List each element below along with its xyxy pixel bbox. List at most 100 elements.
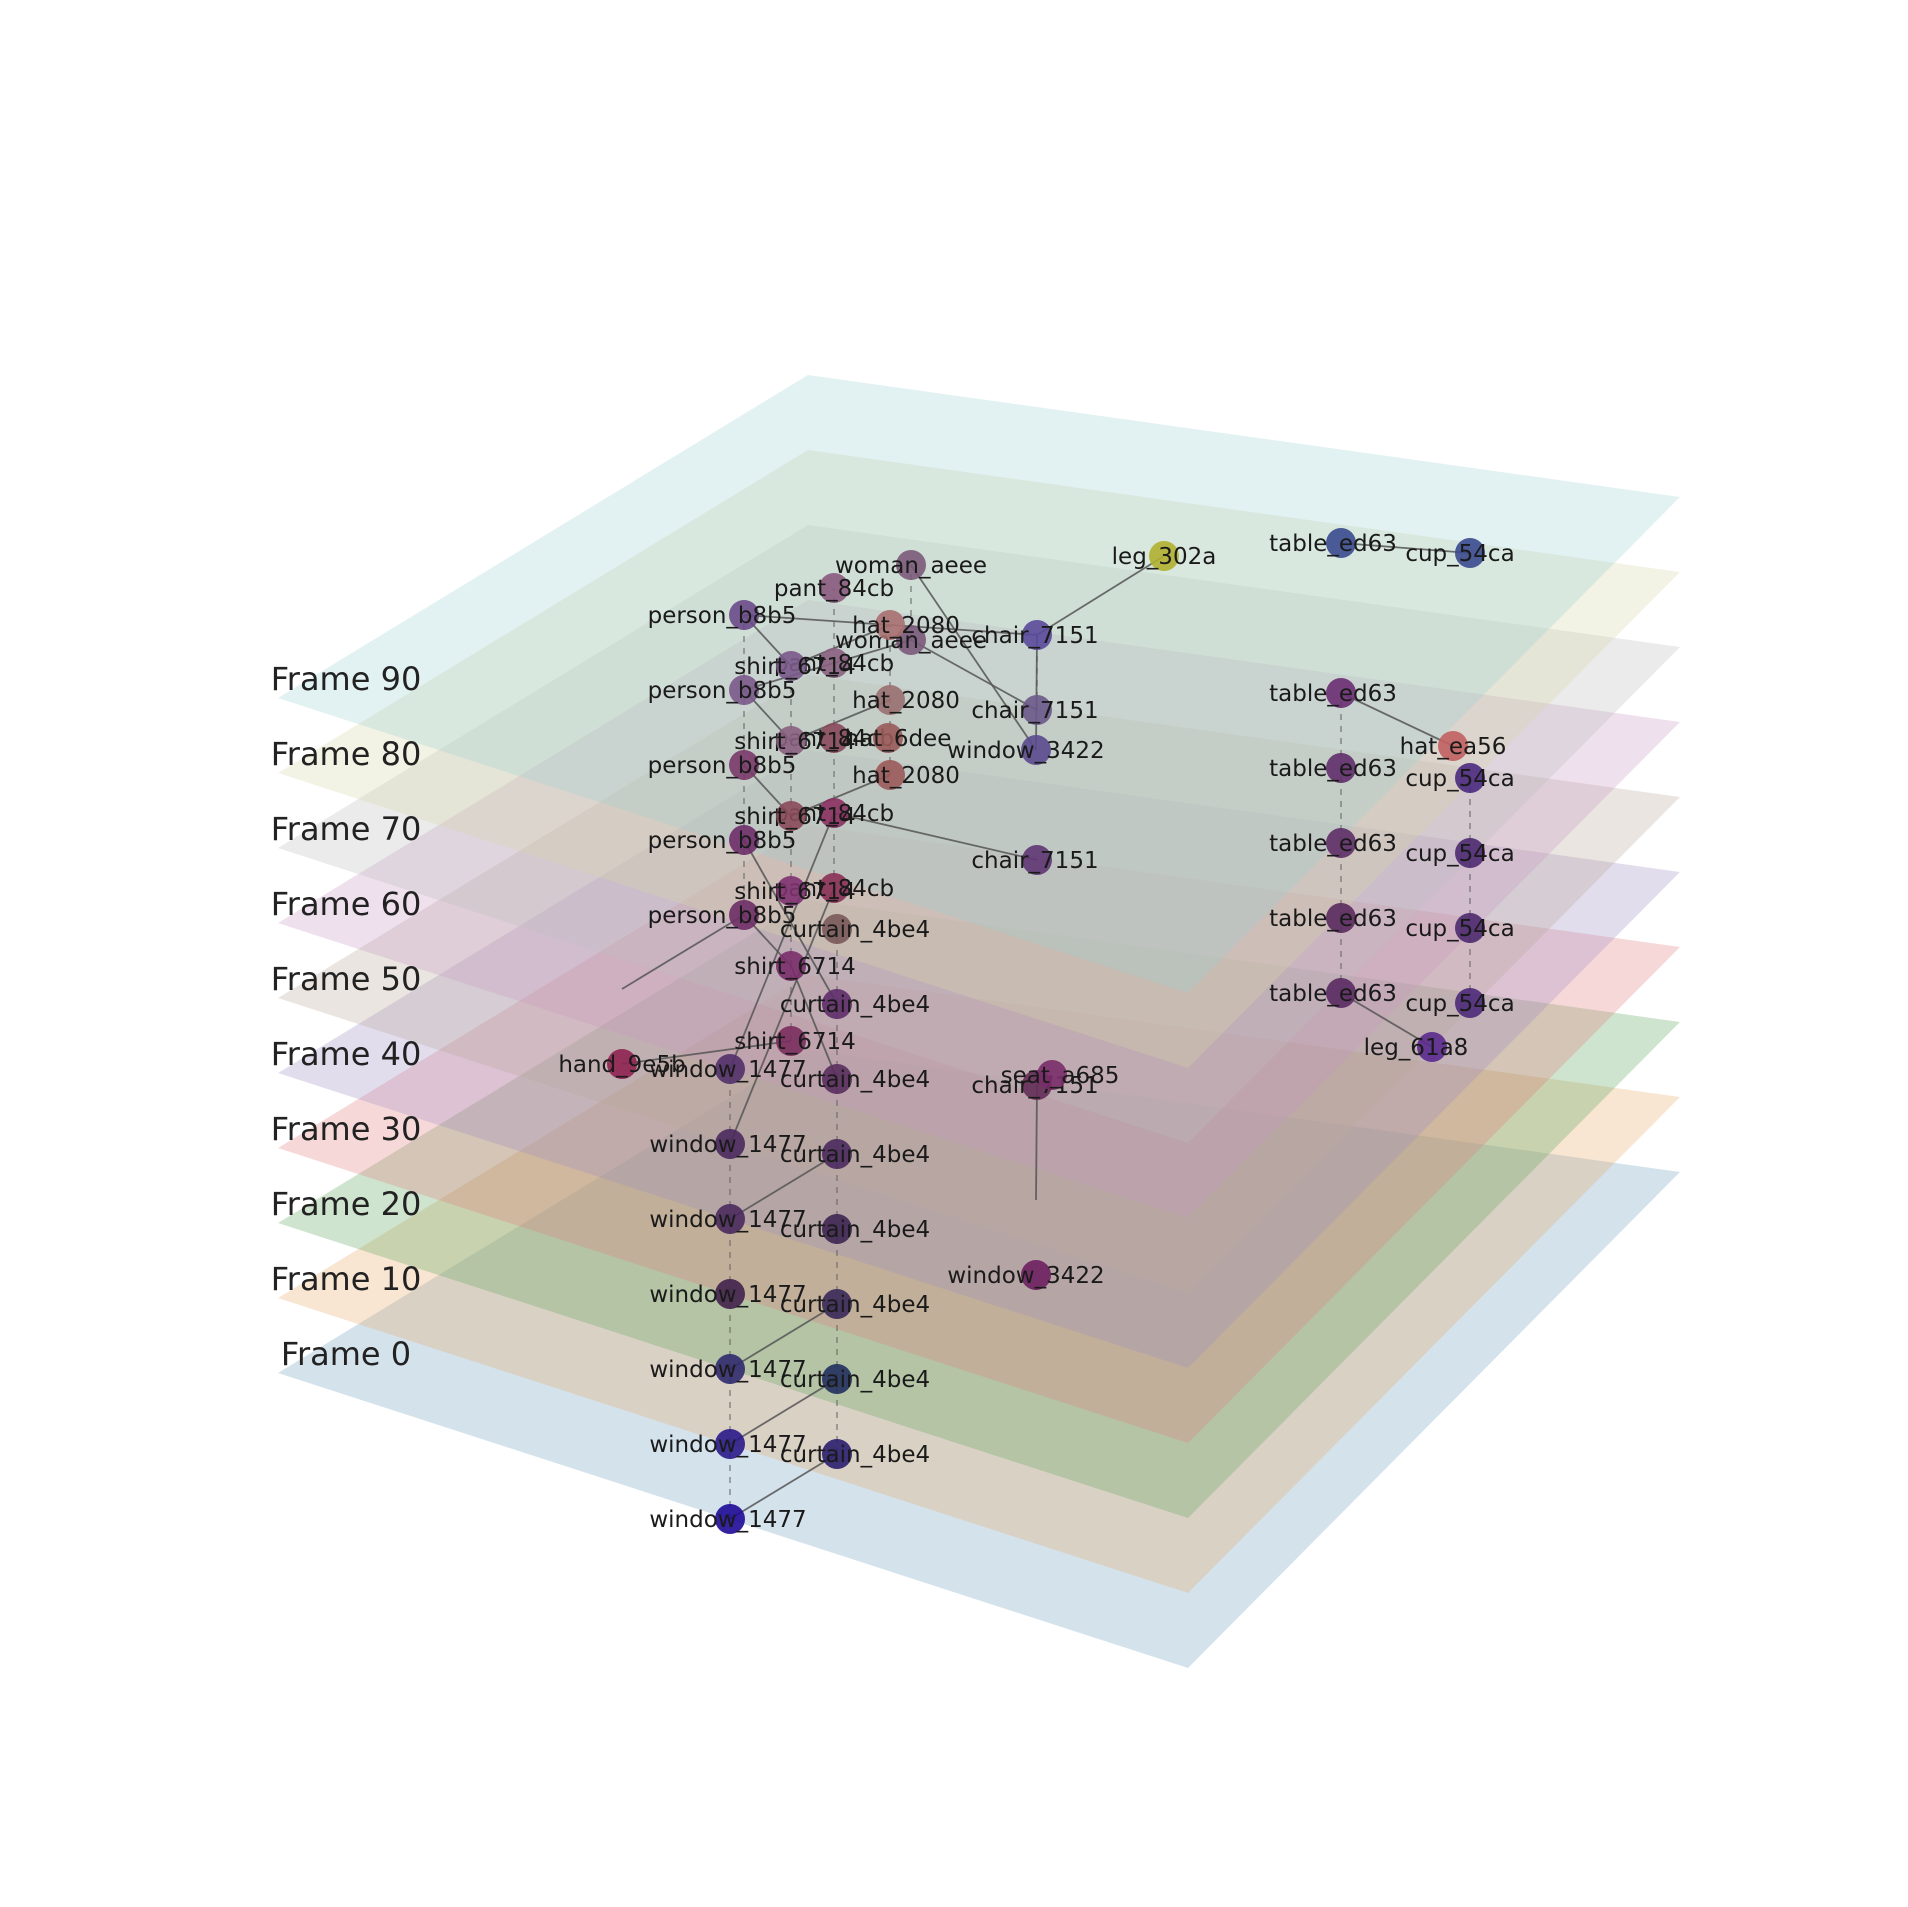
node-label: table_ed63 (1269, 981, 1397, 1007)
object-node (875, 610, 905, 640)
object-node (822, 1364, 852, 1394)
relation-edge (729, 1153, 838, 1220)
node-label: shirt_6714 (734, 729, 855, 755)
frame-label: Frame 0 (281, 1335, 411, 1373)
object-node (1326, 528, 1356, 558)
node-label: window_1477 (649, 1132, 806, 1158)
object-node (715, 1504, 745, 1534)
frame-plane (278, 750, 1680, 1368)
object-node (822, 1139, 852, 1169)
object-node (607, 1049, 637, 1079)
frame-labels: Frame 0 Frame 10 Frame 20 Frame 30 Frame 40 F… (271, 660, 422, 1373)
object-node (1438, 731, 1468, 761)
relation-edge (833, 812, 1038, 861)
frame-label: Frame 90 (271, 660, 422, 698)
relation-edge (729, 1378, 838, 1445)
node-label: leg_302a (1112, 544, 1217, 570)
node-label: window_1477 (649, 1357, 806, 1383)
node-label: curtain_4be4 (780, 1367, 930, 1393)
relation-edge (910, 564, 1037, 751)
object-node (875, 685, 905, 715)
relation-edge (729, 1303, 838, 1370)
frame-plane (278, 600, 1680, 1218)
node-label: table_ed63 (1269, 906, 1397, 932)
object-node (776, 651, 806, 681)
object-node (1021, 735, 1051, 765)
relation-edge (790, 624, 891, 667)
object-node (776, 801, 806, 831)
object-node (729, 750, 759, 780)
object-node (822, 1439, 852, 1469)
node-label: seat_a685 (1001, 1063, 1120, 1089)
node-label: cup_54ca (1405, 766, 1514, 792)
node-label: cup_54ca (1405, 991, 1514, 1017)
object-node (715, 1204, 745, 1234)
object-node (1037, 1060, 1067, 1090)
object-node (715, 1054, 745, 1084)
object-node (896, 625, 926, 655)
object-node (1455, 838, 1485, 868)
node-label: hat_2080 (852, 613, 960, 639)
relation-edge (1035, 634, 1038, 751)
relation-edge (621, 1040, 792, 1065)
frame-label: Frame 70 (271, 810, 422, 848)
object-node (715, 1429, 745, 1459)
object-node (1455, 538, 1485, 568)
node-label: woman_aeee (835, 628, 987, 654)
object-node (1455, 763, 1485, 793)
frame-label: Frame 20 (271, 1185, 422, 1223)
frame-label: Frame 30 (271, 1110, 422, 1148)
object-node (729, 675, 759, 705)
relation-edge (729, 812, 835, 1070)
node-label: cup_54ca (1405, 916, 1514, 942)
frame-label: Frame 10 (271, 1260, 422, 1298)
object-node (1326, 828, 1356, 858)
node-label: curtain_4be4 (780, 1442, 930, 1468)
object-node (715, 1354, 745, 1384)
object-node (819, 573, 849, 603)
frame-label: Frame 60 (271, 885, 422, 923)
relation-edge (743, 839, 838, 1005)
object-node (1022, 845, 1052, 875)
object-node (822, 1289, 852, 1319)
node-label: hand_9e5b (558, 1052, 685, 1078)
node-label: shirt_6714 (734, 879, 855, 905)
node-label: curtain_4be4 (780, 1292, 930, 1318)
node-label: window_1477 (649, 1507, 806, 1533)
frame-label: Frame 80 (271, 735, 422, 773)
object-node (776, 876, 806, 906)
object-node (1022, 695, 1052, 725)
node-label: shirt_6714 (734, 954, 855, 980)
node-label: curtain_4be4 (780, 1067, 930, 1093)
relation-edge (621, 914, 745, 990)
object-node (819, 798, 849, 828)
object-node (715, 1129, 745, 1159)
node-label: chair_7151 (971, 623, 1098, 649)
node-label: person_b8b5 (648, 678, 797, 704)
frame-planes (278, 375, 1680, 1668)
node-label: person_b8b5 (648, 603, 797, 629)
object-node (1326, 753, 1356, 783)
relation-edge (1340, 992, 1433, 1048)
object-node (819, 873, 849, 903)
relation-edge (1035, 1084, 1038, 1201)
node-label: curtain_4be4 (780, 917, 930, 943)
node-label: table_ed63 (1269, 531, 1397, 557)
node-label: table_ed63 (1269, 681, 1397, 707)
relation-edge (910, 639, 1038, 711)
node-label: window_3422 (947, 1263, 1104, 1289)
frame-plane (278, 1050, 1680, 1668)
object-nodes: window_1477curtain_4be4window_1477curtai… (558, 528, 1515, 1534)
object-node (873, 723, 903, 753)
object-node (896, 550, 926, 580)
node-label: cup_54ca (1405, 541, 1514, 567)
node-label: window_1477 (649, 1432, 806, 1458)
object-node (822, 989, 852, 1019)
relation-edge (790, 774, 891, 817)
object-node (1326, 903, 1356, 933)
node-label: person_b8b5 (648, 828, 797, 854)
relation-edge (790, 965, 838, 1080)
node-label: pant_84cb (774, 576, 894, 602)
node-label: person_b8b5 (648, 903, 797, 929)
